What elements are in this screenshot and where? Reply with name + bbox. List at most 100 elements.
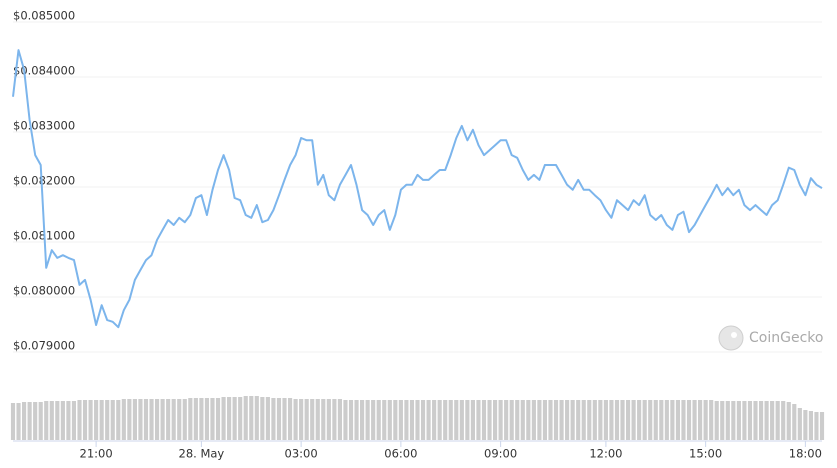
volume-bar <box>199 398 204 440</box>
volume-bar <box>459 400 464 440</box>
volume-bar <box>371 400 376 440</box>
x-tick-label: 09:00 <box>484 447 517 461</box>
volume-bar <box>509 400 514 440</box>
volume-bar <box>254 396 259 440</box>
volume-bar <box>681 400 686 440</box>
volume-bar <box>60 401 65 440</box>
volume-bar <box>304 399 309 440</box>
volume-bar <box>215 398 221 440</box>
volume-bar <box>321 399 326 440</box>
volume-bar <box>819 412 825 440</box>
volume-bar <box>99 400 104 440</box>
volume-bar <box>797 408 802 440</box>
volume-bar <box>271 398 276 440</box>
x-tick-label: 18:00 <box>789 447 822 461</box>
volume-bar <box>393 400 398 440</box>
volume-bar <box>703 400 708 440</box>
volume-bar <box>492 400 498 440</box>
volume-bar <box>404 400 409 440</box>
volume-bar <box>238 397 243 440</box>
volume-bar <box>132 399 137 440</box>
volume-bar <box>171 399 176 440</box>
volume-bar <box>160 399 165 440</box>
volume-bar <box>637 400 642 440</box>
volume-bar <box>686 400 692 440</box>
volume-bar <box>576 400 581 440</box>
volume-bar <box>542 400 548 440</box>
volume-bar <box>520 400 525 440</box>
y-tick-label: $0.084000 <box>13 64 75 78</box>
volume-bar <box>526 400 531 440</box>
volume-bar <box>659 400 664 440</box>
volume-bar <box>753 401 758 440</box>
volume-bar <box>204 398 210 440</box>
volume-bar <box>736 401 741 440</box>
volume-bar <box>725 401 730 440</box>
volume-bar <box>770 401 775 440</box>
volume-bar <box>154 399 160 440</box>
volume-bar <box>598 400 603 440</box>
volume-bar <box>121 399 126 440</box>
y-tick-label: $0.082000 <box>13 174 75 188</box>
volume-bar <box>620 400 625 440</box>
volume-bar <box>692 400 697 440</box>
volume-bar <box>432 400 437 440</box>
volume-bar <box>553 400 559 440</box>
volume-bar <box>786 402 791 440</box>
volume-bar <box>94 400 99 440</box>
volume-bar <box>55 401 60 440</box>
volume-bar <box>409 400 415 440</box>
volume-bar <box>398 400 403 440</box>
volume-bar <box>808 411 813 440</box>
volume-bar <box>581 400 586 440</box>
volume-bar <box>232 397 237 440</box>
volume-bar <box>670 400 675 440</box>
volume-bar <box>82 400 88 440</box>
volume-bar <box>587 400 592 440</box>
volume-bar <box>110 400 115 440</box>
volume-bar <box>365 400 370 440</box>
volume-bar <box>299 399 304 440</box>
volume-bar <box>243 396 248 440</box>
volume-bar <box>731 401 736 440</box>
volume-bar <box>22 402 27 440</box>
volume-bar <box>548 400 553 440</box>
volume-bar <box>310 399 315 440</box>
volume-bar <box>66 401 71 440</box>
volume-bar <box>642 400 647 440</box>
volume-bar <box>282 398 287 440</box>
volume-bar <box>376 400 381 440</box>
volume-bar <box>714 401 719 440</box>
volume-bar <box>221 397 226 440</box>
volume-bar <box>775 401 780 440</box>
volume-bar <box>27 402 32 440</box>
volume-bar <box>44 401 49 440</box>
volume-bar <box>265 397 270 440</box>
volume-bar <box>177 399 182 440</box>
volume-bar <box>426 400 431 440</box>
volume-bar <box>592 400 597 440</box>
price-line <box>12 49 823 329</box>
y-tick-label: $0.079000 <box>13 339 75 353</box>
volume-bar <box>293 399 298 440</box>
volume-bar <box>149 399 154 440</box>
y-tick-label: $0.083000 <box>13 119 75 133</box>
volume-bar <box>664 400 669 440</box>
volume-bar <box>354 400 359 440</box>
volume-bar <box>698 400 703 440</box>
volume-bar <box>337 399 343 440</box>
volume-bar <box>614 400 620 440</box>
volume-bar <box>470 400 475 440</box>
volume-bar <box>420 400 426 440</box>
volume-bar <box>116 400 121 440</box>
volume-bar <box>465 400 470 440</box>
x-tick-label: 03:00 <box>285 447 318 461</box>
volume-bar <box>648 400 653 440</box>
volume-bar <box>498 400 503 440</box>
volume-bar <box>625 400 631 440</box>
volume-bar <box>348 400 354 440</box>
volume-bar <box>260 397 265 440</box>
volume-bar <box>326 399 331 440</box>
y-tick-label: $0.085000 <box>13 9 75 23</box>
